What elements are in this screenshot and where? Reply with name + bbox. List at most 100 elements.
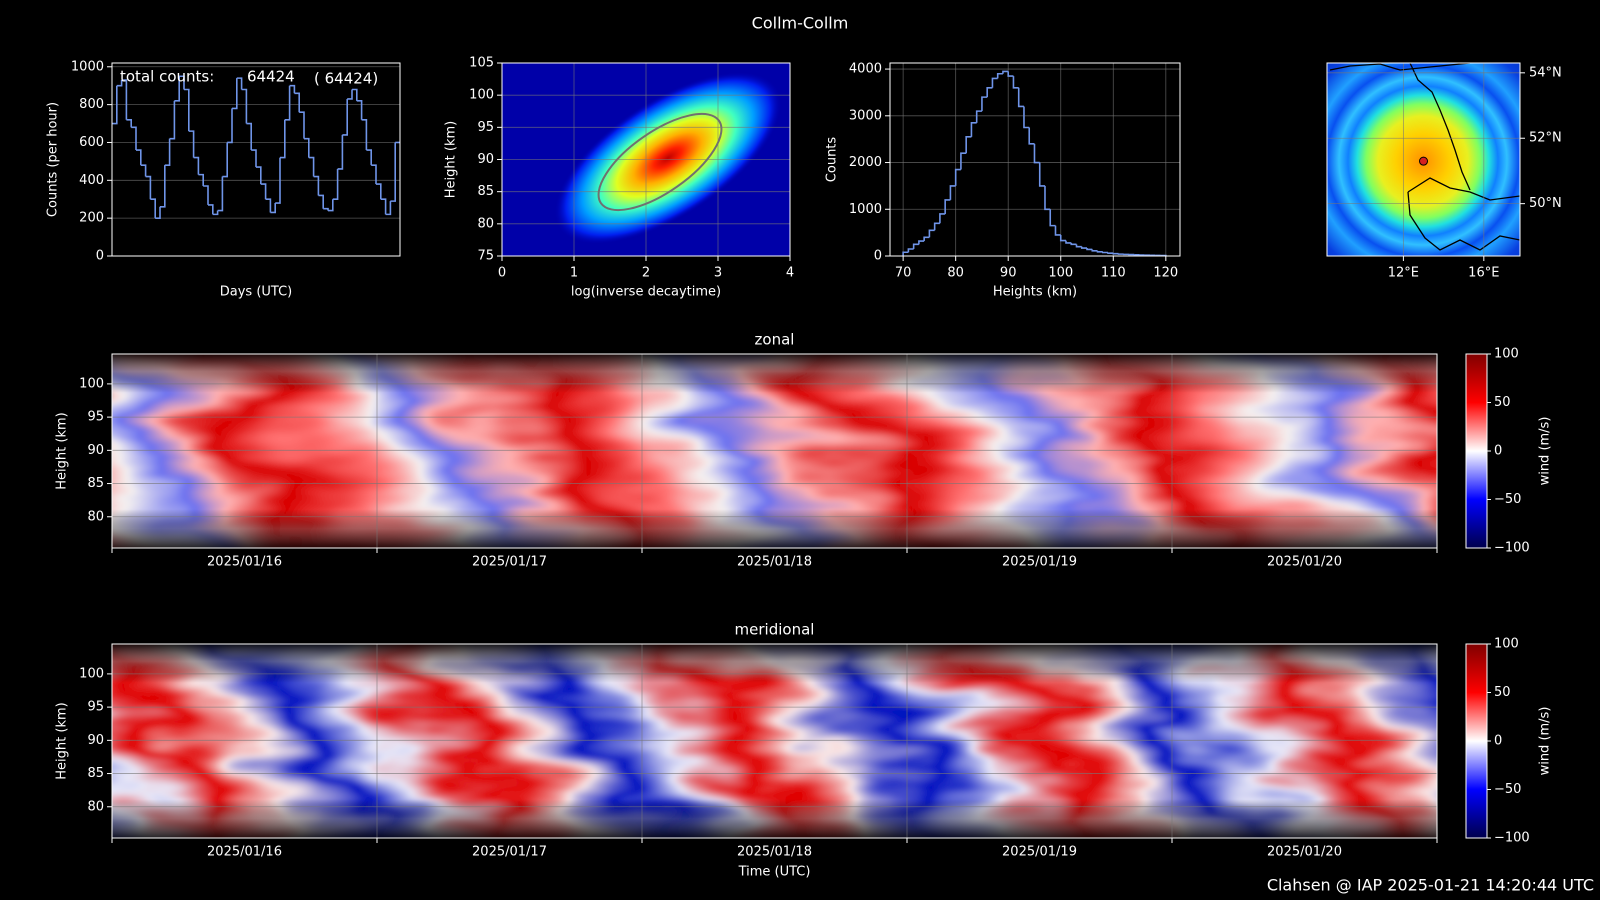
y-tick-label: 600 <box>79 135 104 150</box>
x-tick-label: 12°E <box>1388 266 1419 281</box>
y-tick-label: 2000 <box>849 155 882 170</box>
count-step <box>208 204 214 215</box>
count-step <box>251 149 257 168</box>
histogram-bin <box>912 243 919 249</box>
count-step <box>380 198 387 215</box>
histogram-bin <box>1033 143 1040 164</box>
histogram-bin <box>991 77 998 88</box>
count-step <box>188 130 195 158</box>
count-step <box>160 165 166 208</box>
count-step <box>313 175 320 196</box>
y-tick-label: 95 <box>87 700 104 715</box>
x-tick-label: 2025/01/19 <box>1002 845 1077 860</box>
y-tick-label: 1000 <box>849 202 882 217</box>
count-step <box>318 194 324 209</box>
y-tick-label: 95 <box>477 120 494 135</box>
y-tick-label: 85 <box>477 184 494 199</box>
histogram-bin <box>1044 185 1051 211</box>
histogram-bin <box>1002 70 1009 74</box>
count-step <box>347 89 353 100</box>
total-alt: ( 64424) <box>314 70 378 88</box>
count-step <box>337 134 344 170</box>
x-axis-label: log(inverse decaytime) <box>571 285 721 300</box>
count-step <box>284 85 291 121</box>
station <box>1419 156 1428 166</box>
histogram-bin <box>981 96 988 112</box>
colorbar-tick-label: −50 <box>1494 782 1521 797</box>
colorbar <box>1465 353 1488 549</box>
x-tick-label: 2025/01/16 <box>207 555 282 570</box>
x-tick-label: 120 <box>1153 266 1178 281</box>
count-step <box>289 84 296 94</box>
y-axis-label: Counts (per hour) <box>46 102 61 217</box>
count-step <box>232 78 238 110</box>
axes-frame <box>111 643 1438 839</box>
x-tick-label: 100 <box>1048 266 1073 281</box>
count-step <box>323 207 329 211</box>
y-tick-label: 95 <box>87 410 104 425</box>
meridional-wind-image <box>112 644 1437 838</box>
histogram-bin <box>1075 244 1082 248</box>
histogram-bin <box>965 136 972 154</box>
x-tick-label: 2025/01/17 <box>472 845 547 860</box>
histogram-bin <box>1012 76 1019 89</box>
histogram-bin <box>1070 242 1077 246</box>
x-tick-label: 2025/01/19 <box>1002 555 1077 570</box>
x-axis-label: Time (UTC) <box>738 865 811 880</box>
y-tick-label: 200 <box>79 211 104 226</box>
zonal-wind-image <box>112 354 1437 548</box>
x-tick-label: 2025/01/20 <box>1267 555 1342 570</box>
figure-title: Collm-Collm <box>752 14 849 33</box>
histogram-bin <box>1007 71 1014 77</box>
count-step <box>352 88 358 101</box>
count-step <box>270 203 276 214</box>
count-step <box>260 183 267 200</box>
count-step <box>222 142 228 178</box>
count-step <box>112 85 118 125</box>
y-tick-label: 85 <box>87 766 104 781</box>
x-tick-label: 1 <box>570 266 578 281</box>
count-step <box>184 88 190 132</box>
count-step <box>376 183 382 200</box>
count-step <box>212 210 219 216</box>
count-step <box>356 100 363 120</box>
colorbar-label: wind (m/s) <box>1538 707 1553 776</box>
count-step <box>246 122 252 151</box>
count-step <box>145 175 152 200</box>
count-step <box>390 142 396 202</box>
count-step <box>217 176 224 212</box>
histogram-bin <box>1101 251 1109 254</box>
y-tick-label: 75 <box>477 249 494 264</box>
histogram-bin <box>939 213 946 224</box>
y-tick-label: 0 <box>96 249 104 264</box>
y-tick-label: 80 <box>87 509 104 524</box>
count-step <box>332 168 339 201</box>
y-tick-label: 50°N <box>1529 196 1562 211</box>
y-tick-label: 1000 <box>71 59 104 74</box>
colorbar-tick-label: 50 <box>1494 685 1511 700</box>
count-step <box>342 98 348 136</box>
count-step <box>155 206 161 219</box>
count-step <box>140 164 147 177</box>
count-step <box>174 76 180 102</box>
x-axis-label: Days (UTC) <box>220 285 293 300</box>
density-image <box>502 63 790 256</box>
count-step <box>328 199 334 212</box>
histogram-bin <box>1049 209 1056 227</box>
count-step <box>179 75 185 90</box>
count-step <box>385 201 392 216</box>
x-tick-label: 4 <box>786 266 794 281</box>
count-step <box>150 198 156 219</box>
x-tick-label: 3 <box>714 266 722 281</box>
total-label: total counts: <box>120 68 214 86</box>
count-step <box>136 149 142 166</box>
count-step <box>371 164 377 185</box>
count-step <box>361 118 368 151</box>
count-step <box>280 119 286 159</box>
count-step <box>121 79 128 120</box>
histogram-bin <box>949 185 956 200</box>
histogram-bin <box>986 86 993 98</box>
y-tick-label: 100 <box>79 666 104 681</box>
count-step <box>203 185 209 205</box>
